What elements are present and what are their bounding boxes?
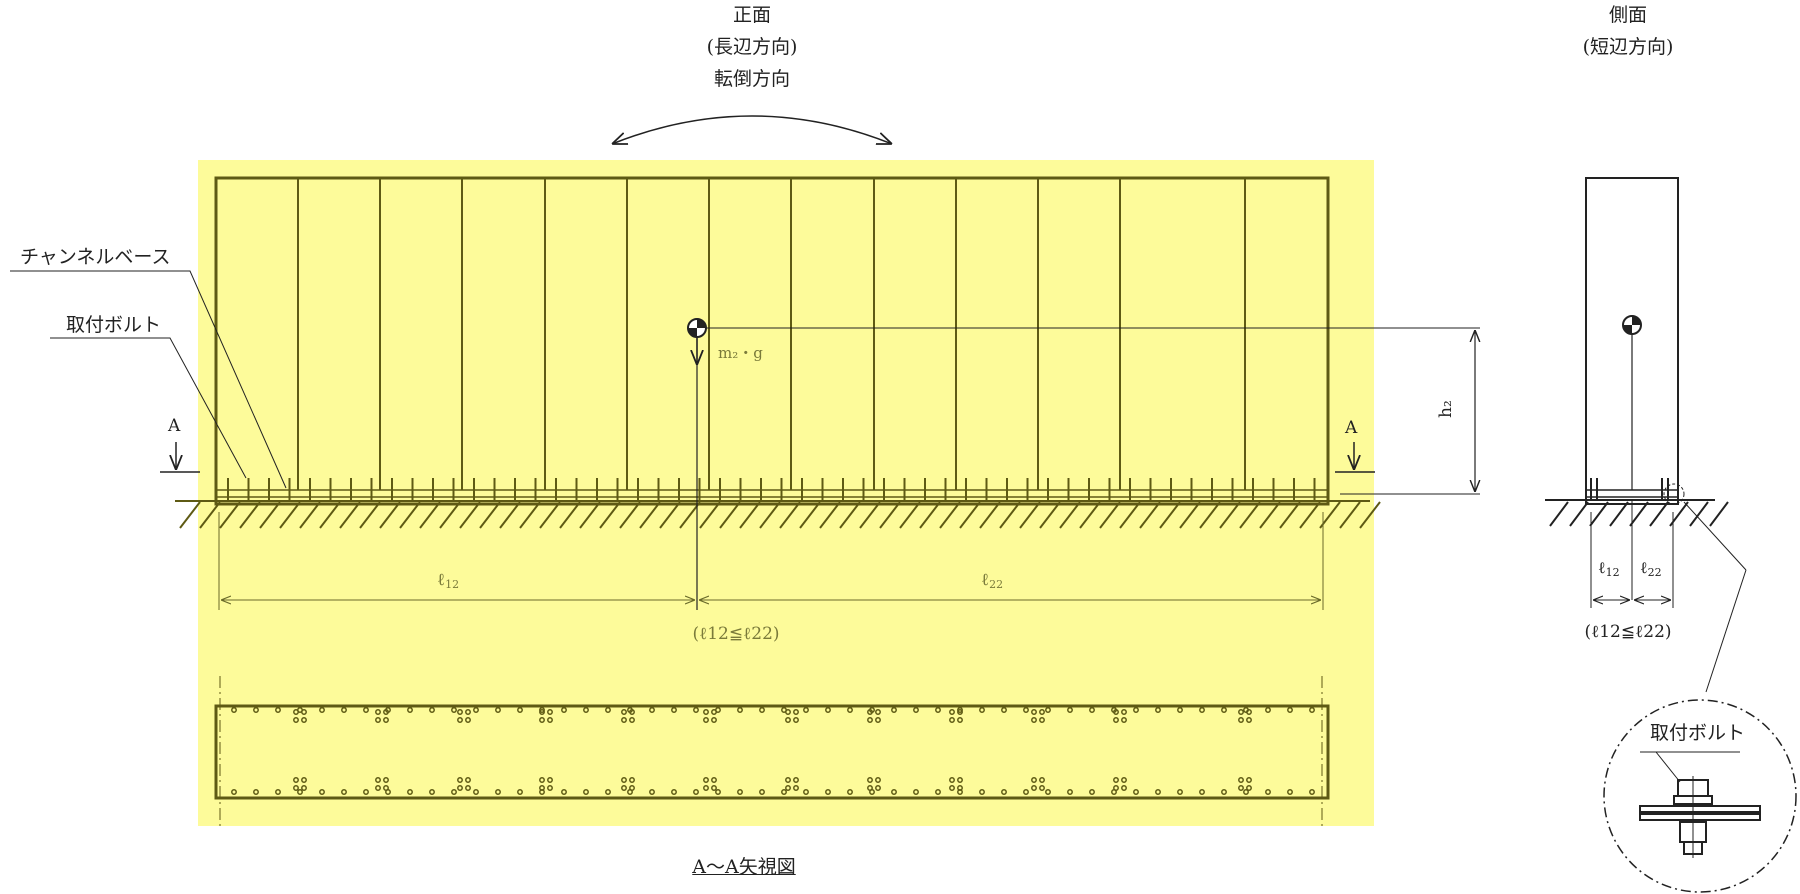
weight-label: m₂・g bbox=[718, 344, 763, 362]
channel-base-label: チャンネルベース bbox=[20, 246, 171, 268]
section-view bbox=[214, 676, 1330, 830]
cog-side-icon bbox=[1622, 315, 1642, 490]
section-mark-left: A bbox=[168, 416, 181, 436]
front-l1-label: ℓ12 bbox=[437, 570, 460, 591]
front-cabinet bbox=[214, 176, 1330, 506]
section-marker-left bbox=[160, 442, 200, 473]
overturn-direction-label: 転倒方向 bbox=[713, 68, 791, 90]
floor-front bbox=[175, 500, 1381, 529]
height-label: h₂ bbox=[1436, 400, 1456, 418]
side-l1-symbol: ℓ bbox=[1598, 558, 1606, 577]
side-view-subtitle: (短辺方向) bbox=[1582, 36, 1674, 58]
mounting-bolt-label: 取付ボルト bbox=[66, 314, 162, 336]
front-l2-subscript: 22 bbox=[989, 578, 1004, 591]
front-l2-label: ℓ22 bbox=[981, 570, 1004, 591]
side-dimensions bbox=[1590, 500, 1674, 608]
side-l2-symbol: ℓ bbox=[1640, 558, 1648, 577]
side-l2-label: ℓ22 bbox=[1640, 558, 1662, 579]
section-marker-right bbox=[1335, 442, 1375, 473]
detail-leader bbox=[1683, 501, 1747, 571]
highlight-area bbox=[198, 160, 1374, 826]
overturn-arrow bbox=[612, 115, 892, 144]
detail-bolt-label: 取付ボルト bbox=[1650, 722, 1746, 744]
side-l1-label: ℓ12 bbox=[1598, 558, 1620, 579]
side-cabinet bbox=[1585, 177, 1685, 505]
front-dimensions bbox=[218, 512, 1324, 610]
front-view-subtitle: (長辺方向) bbox=[706, 36, 798, 58]
section-view-title: A～A矢視図 bbox=[692, 856, 796, 878]
side-view-title: 側面 bbox=[1608, 4, 1648, 26]
leader-lines bbox=[10, 270, 287, 489]
front-condition-label: (ℓ12≦ℓ22) bbox=[692, 624, 780, 644]
section-mark-right: A bbox=[1345, 418, 1358, 438]
side-condition-label: (ℓ12≦ℓ22) bbox=[1584, 622, 1672, 642]
front-view-title: 正面 bbox=[732, 4, 772, 26]
bolt-detail bbox=[1603, 699, 1797, 893]
front-l1-subscript: 12 bbox=[445, 578, 460, 591]
front-l2-symbol: ℓ bbox=[981, 570, 990, 590]
side-l1-subscript: 12 bbox=[1605, 566, 1620, 579]
front-l1-symbol: ℓ bbox=[437, 570, 446, 590]
side-l2-subscript: 22 bbox=[1647, 566, 1662, 579]
